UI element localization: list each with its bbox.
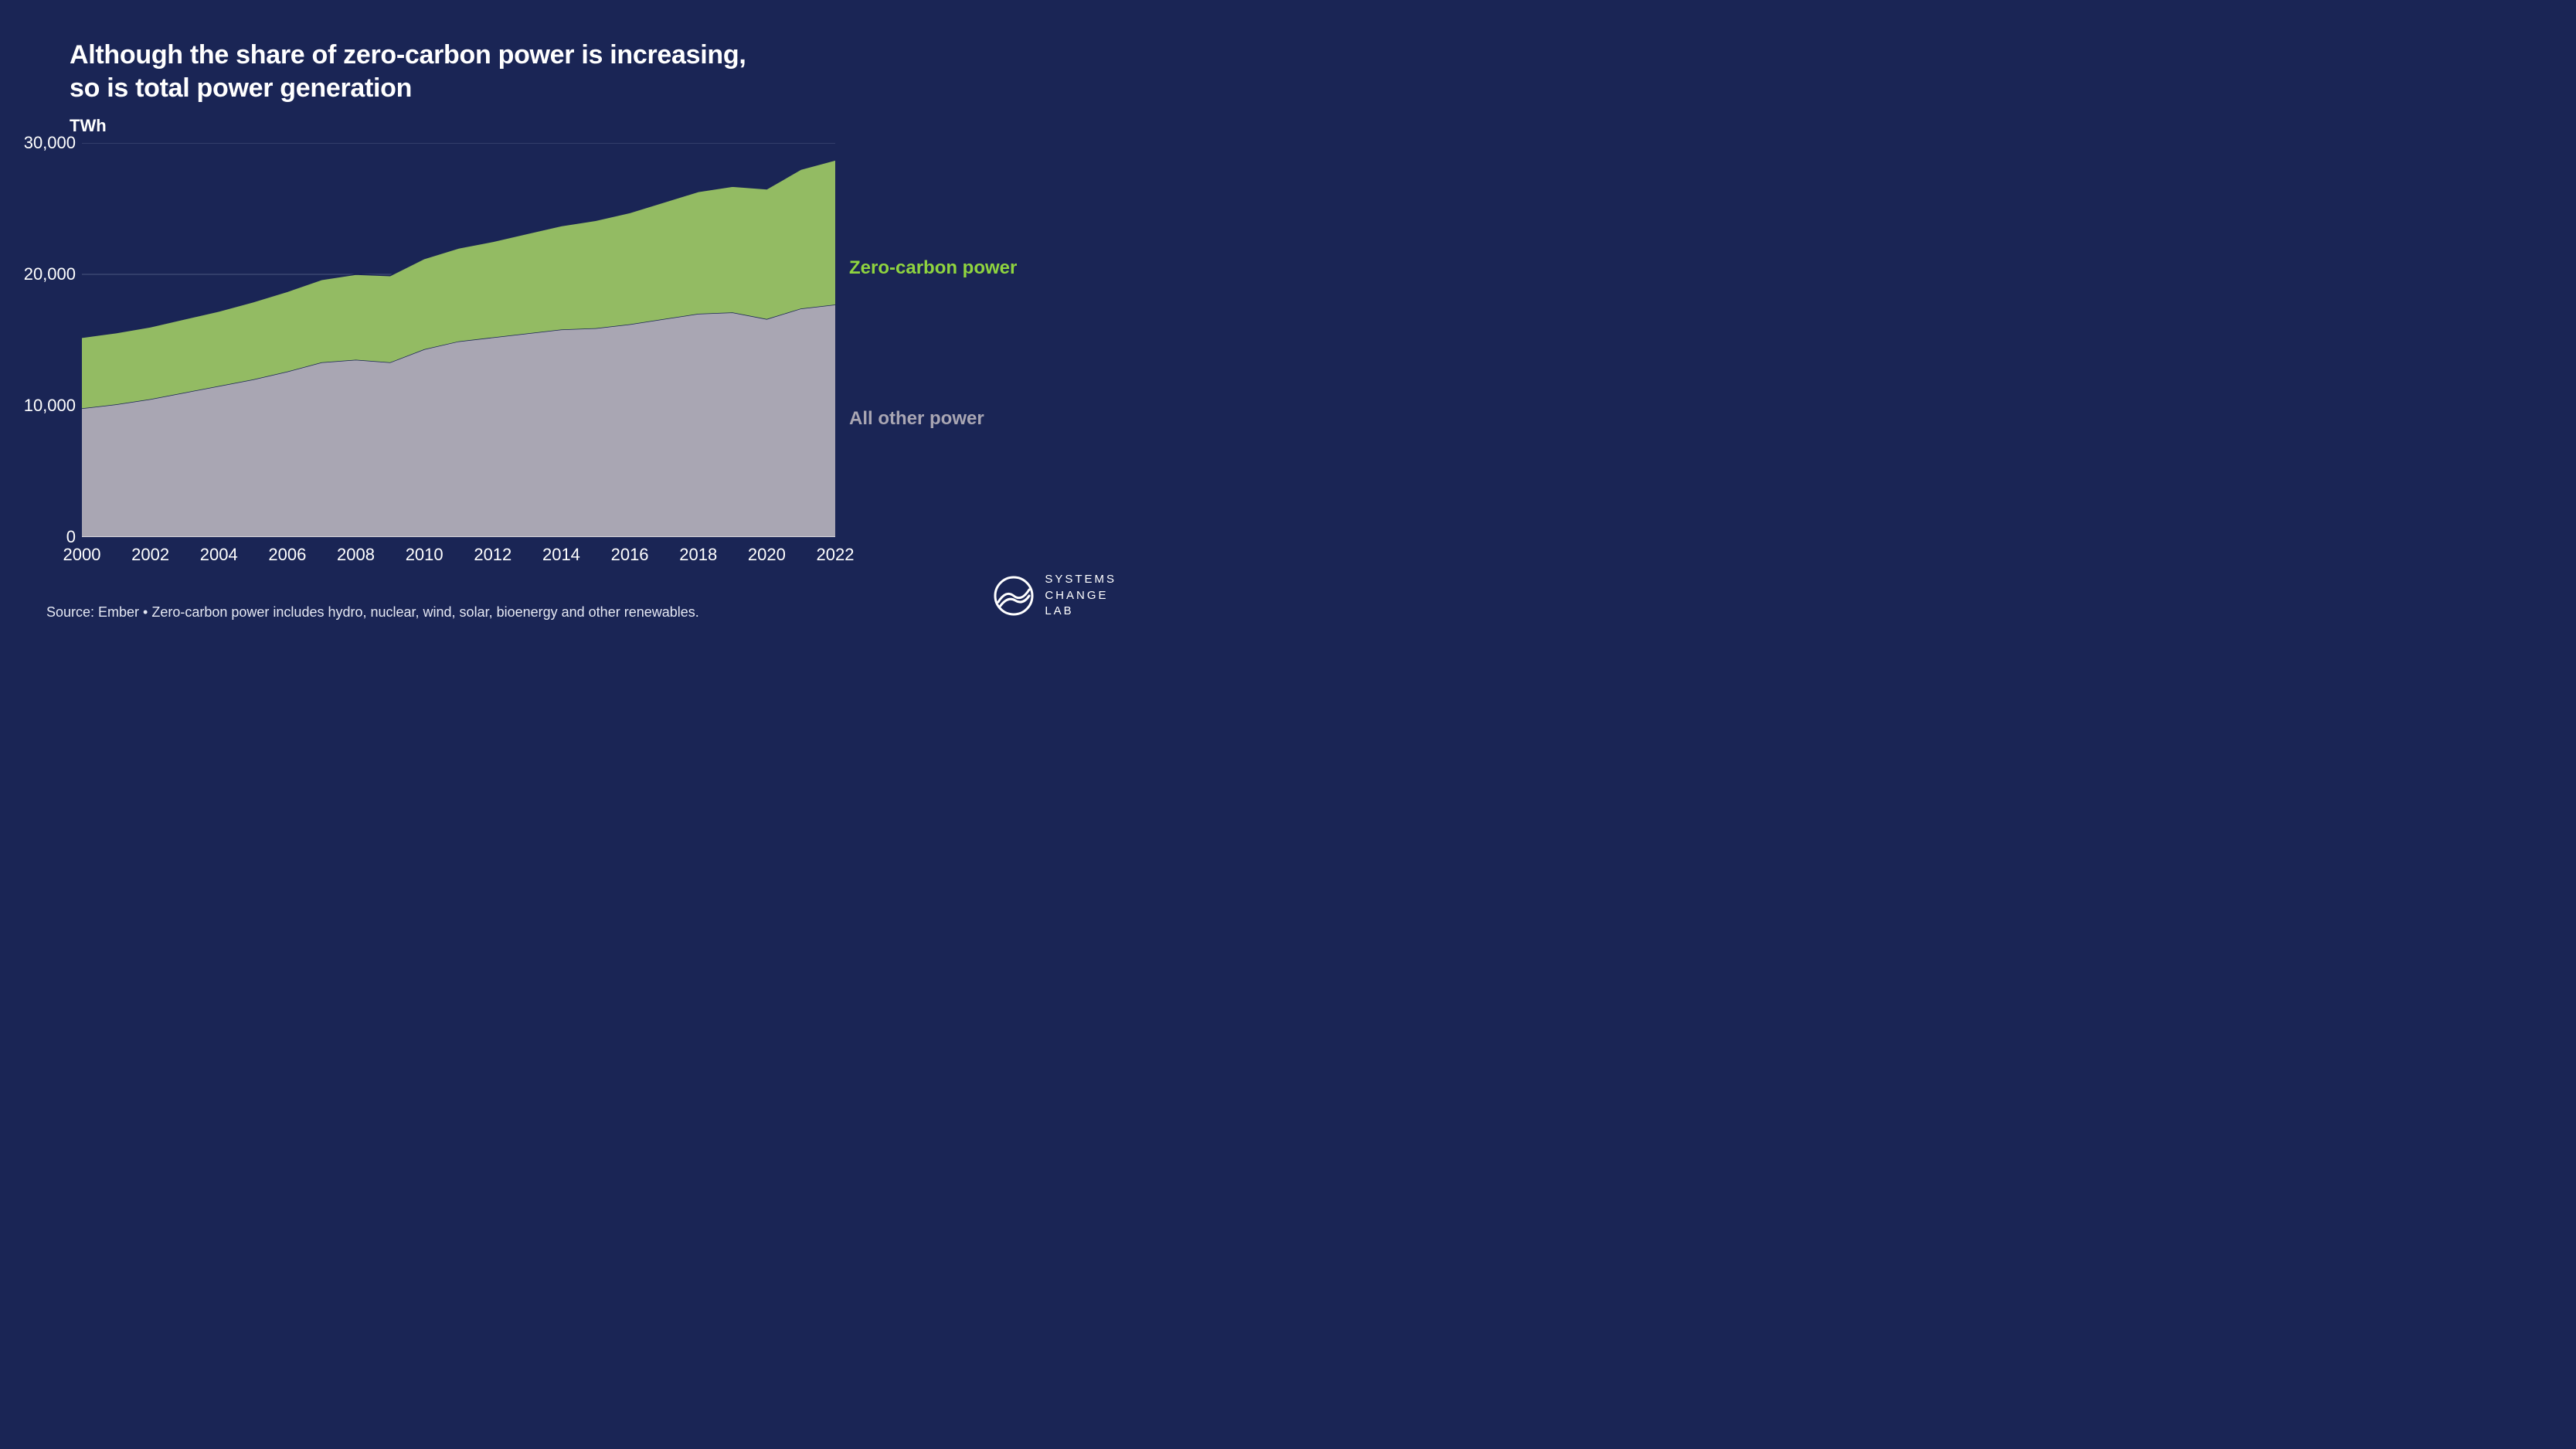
title-line-2: so is total power generation	[70, 73, 412, 103]
slide: Although the share of zero-carbon power …	[0, 0, 1159, 651]
x-tick-label: 2016	[611, 545, 649, 565]
logo-line-2: CHANGE	[1045, 588, 1116, 604]
logo-line-3: LAB	[1045, 604, 1116, 619]
source-attribution: Source: Ember • Zero-carbon power includ…	[46, 604, 699, 621]
y-tick-label: 20,000	[14, 264, 76, 284]
y-tick-label: 30,000	[14, 133, 76, 153]
x-tick-label: 2022	[817, 545, 855, 565]
y-tick-label: 10,000	[14, 396, 76, 416]
x-tick-label: 2012	[474, 545, 511, 565]
x-tick-label: 2010	[406, 545, 443, 565]
x-tick-label: 2008	[337, 545, 375, 565]
x-tick-label: 2014	[542, 545, 580, 565]
x-tick-label: 2004	[200, 545, 238, 565]
logo-text: SYSTEMS CHANGE LAB	[1045, 572, 1116, 619]
x-tick-label: 2018	[679, 545, 717, 565]
chart-title: Although the share of zero-carbon power …	[70, 39, 746, 104]
logo-line-1: SYSTEMS	[1045, 572, 1116, 587]
series-label-all-other-power: All other power	[849, 408, 984, 430]
x-tick-label: 2002	[131, 545, 169, 565]
title-line-1: Although the share of zero-carbon power …	[70, 40, 746, 70]
series-label-zero-carbon-power: Zero-carbon power	[849, 257, 1017, 279]
x-tick-label: 2006	[268, 545, 306, 565]
x-tick-label: 2000	[63, 545, 101, 565]
x-tick-label: 2020	[748, 545, 786, 565]
chart-area	[82, 143, 835, 537]
brand-logo: SYSTEMS CHANGE LAB	[994, 572, 1116, 619]
logo-icon	[994, 576, 1034, 616]
area-chart-svg	[82, 143, 835, 537]
